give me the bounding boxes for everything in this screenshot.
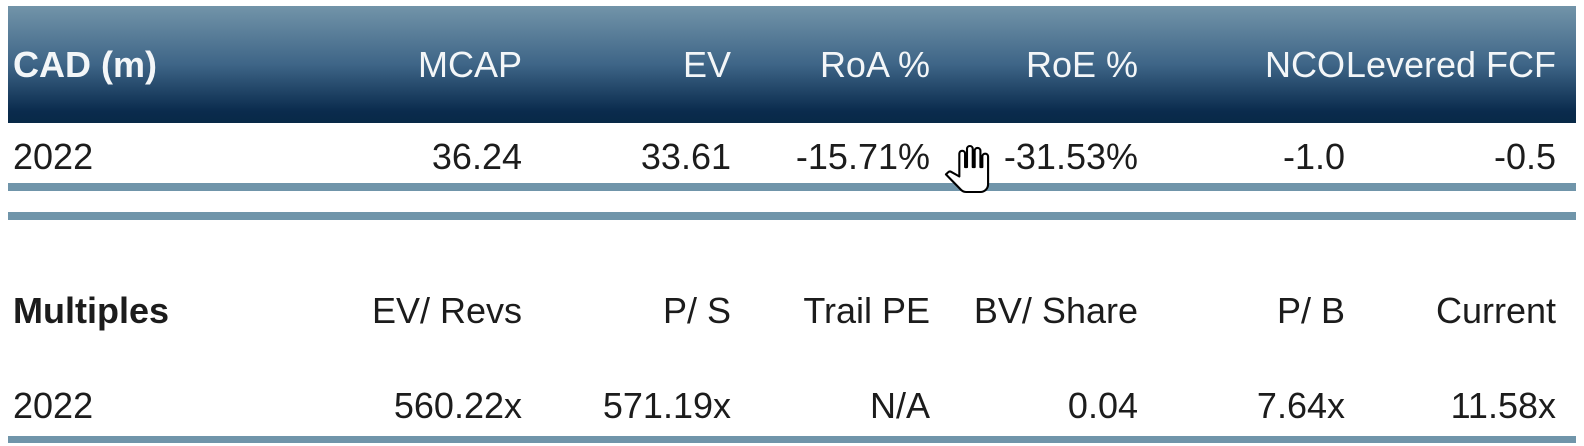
cad-row-levered-fcf: -0.5: [1493, 136, 1556, 177]
column-header-current: Current: [1435, 290, 1556, 331]
cad-row-roe: -31.53%: [1003, 136, 1138, 177]
cad-table-bottom-rule: [8, 183, 1576, 191]
multiples-table-top-rule: [8, 212, 1576, 220]
multiples-table-title: Multiples: [13, 290, 170, 331]
multiples-table-header-row: Multiples EV/ Revs P/ S Trail PE BV/ Sha…: [8, 280, 1576, 342]
column-header-levered-fcf: Levered FCF: [1345, 43, 1556, 85]
cad-row-nco: -1.0: [1282, 136, 1345, 177]
cad-row-ev: 33.61: [640, 136, 731, 177]
column-header-nco: NCO: [1265, 43, 1345, 85]
column-header-mcap: MCAP: [417, 43, 522, 85]
multiples-table-row-2022: 2022 560.22x 571.19x N/A 0.04 7.64x 11.5…: [8, 375, 1576, 437]
multiples-row-ev-revs: 560.22x: [393, 385, 522, 426]
column-header-p-b: P/ B: [1276, 290, 1345, 331]
column-header-p-s: P/ S: [662, 290, 731, 331]
column-header-ev-revs: EV/ Revs: [371, 290, 522, 331]
cad-row-year: 2022: [13, 136, 94, 177]
multiples-row-bv-share: 0.04: [1067, 385, 1138, 426]
column-header-bv-share: BV/ Share: [973, 290, 1138, 331]
multiples-row-year: 2022: [13, 385, 94, 426]
multiples-row-p-s: 571.19x: [602, 385, 731, 426]
cad-row-roa: -15.71%: [795, 136, 930, 177]
cad-table-row-2022: 2022 36.24 33.61 -15.71% -31.53% -1.0 -0…: [8, 123, 1576, 191]
multiples-row-p-b: 7.64x: [1256, 385, 1345, 426]
multiples-row-current: 11.58x: [1450, 385, 1556, 426]
column-header-roe: RoE %: [1025, 43, 1138, 85]
column-header-roa: RoA %: [819, 43, 930, 85]
column-header-ev: EV: [682, 43, 731, 85]
multiples-row-trail-pe: N/A: [869, 385, 930, 426]
column-header-trail-pe: Trail PE: [803, 290, 930, 331]
cad-table-header-row: CAD (m) MCAP EV RoA % RoE % NCO Levered …: [8, 6, 1576, 123]
cad-table-title: CAD (m): [13, 43, 157, 85]
multiples-table-bottom-rule: [8, 436, 1576, 443]
cad-row-mcap: 36.24: [431, 136, 522, 177]
